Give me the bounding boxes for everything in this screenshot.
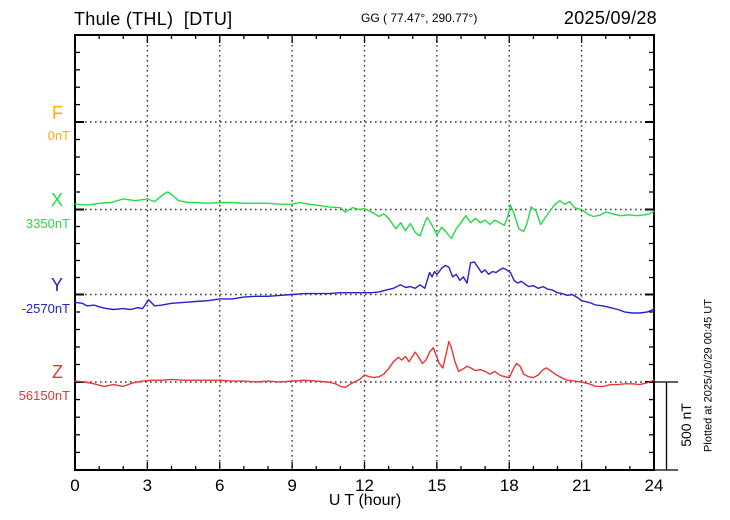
channel-label-X: X xyxy=(50,190,63,210)
x-tick-label: 21 xyxy=(572,476,592,495)
x-tick-label: 3 xyxy=(142,476,153,495)
scale-bar-label: 500 nT xyxy=(678,403,694,447)
channel-label-F: F xyxy=(52,103,63,123)
trace-Z xyxy=(74,340,655,388)
channel-label-Y: Y xyxy=(50,275,63,295)
trace-X xyxy=(74,191,655,240)
station-coordinates: GG ( 77.47°, 290.77°) xyxy=(361,11,478,25)
x-axis-label: U T (hour) xyxy=(328,492,402,509)
channel-label-Z: Z xyxy=(52,362,63,382)
channel-baseline-Y: -2570nT xyxy=(21,301,70,316)
plot-footnote: Plotted at 2025/10/29 00:45 UT xyxy=(702,299,715,452)
channel-baseline-X: 3350nT xyxy=(25,216,70,231)
x-tick-label: 18 xyxy=(499,476,519,495)
trace-Y xyxy=(74,261,655,314)
x-tick-label: 12 xyxy=(355,476,374,495)
x-tick-label: 0 xyxy=(70,476,80,495)
x-tick-label: 24 xyxy=(644,476,664,495)
x-tick-label: 9 xyxy=(287,476,297,495)
channel-baseline-Z: 56150nT xyxy=(18,388,70,403)
page-title: Thule (THL) [DTU] xyxy=(74,9,233,29)
x-tick-label: 15 xyxy=(427,476,447,495)
plot-date: 2025/09/28 xyxy=(563,8,657,28)
channel-baseline-F: 0nT xyxy=(47,128,70,143)
x-tick-label: 6 xyxy=(215,476,225,495)
